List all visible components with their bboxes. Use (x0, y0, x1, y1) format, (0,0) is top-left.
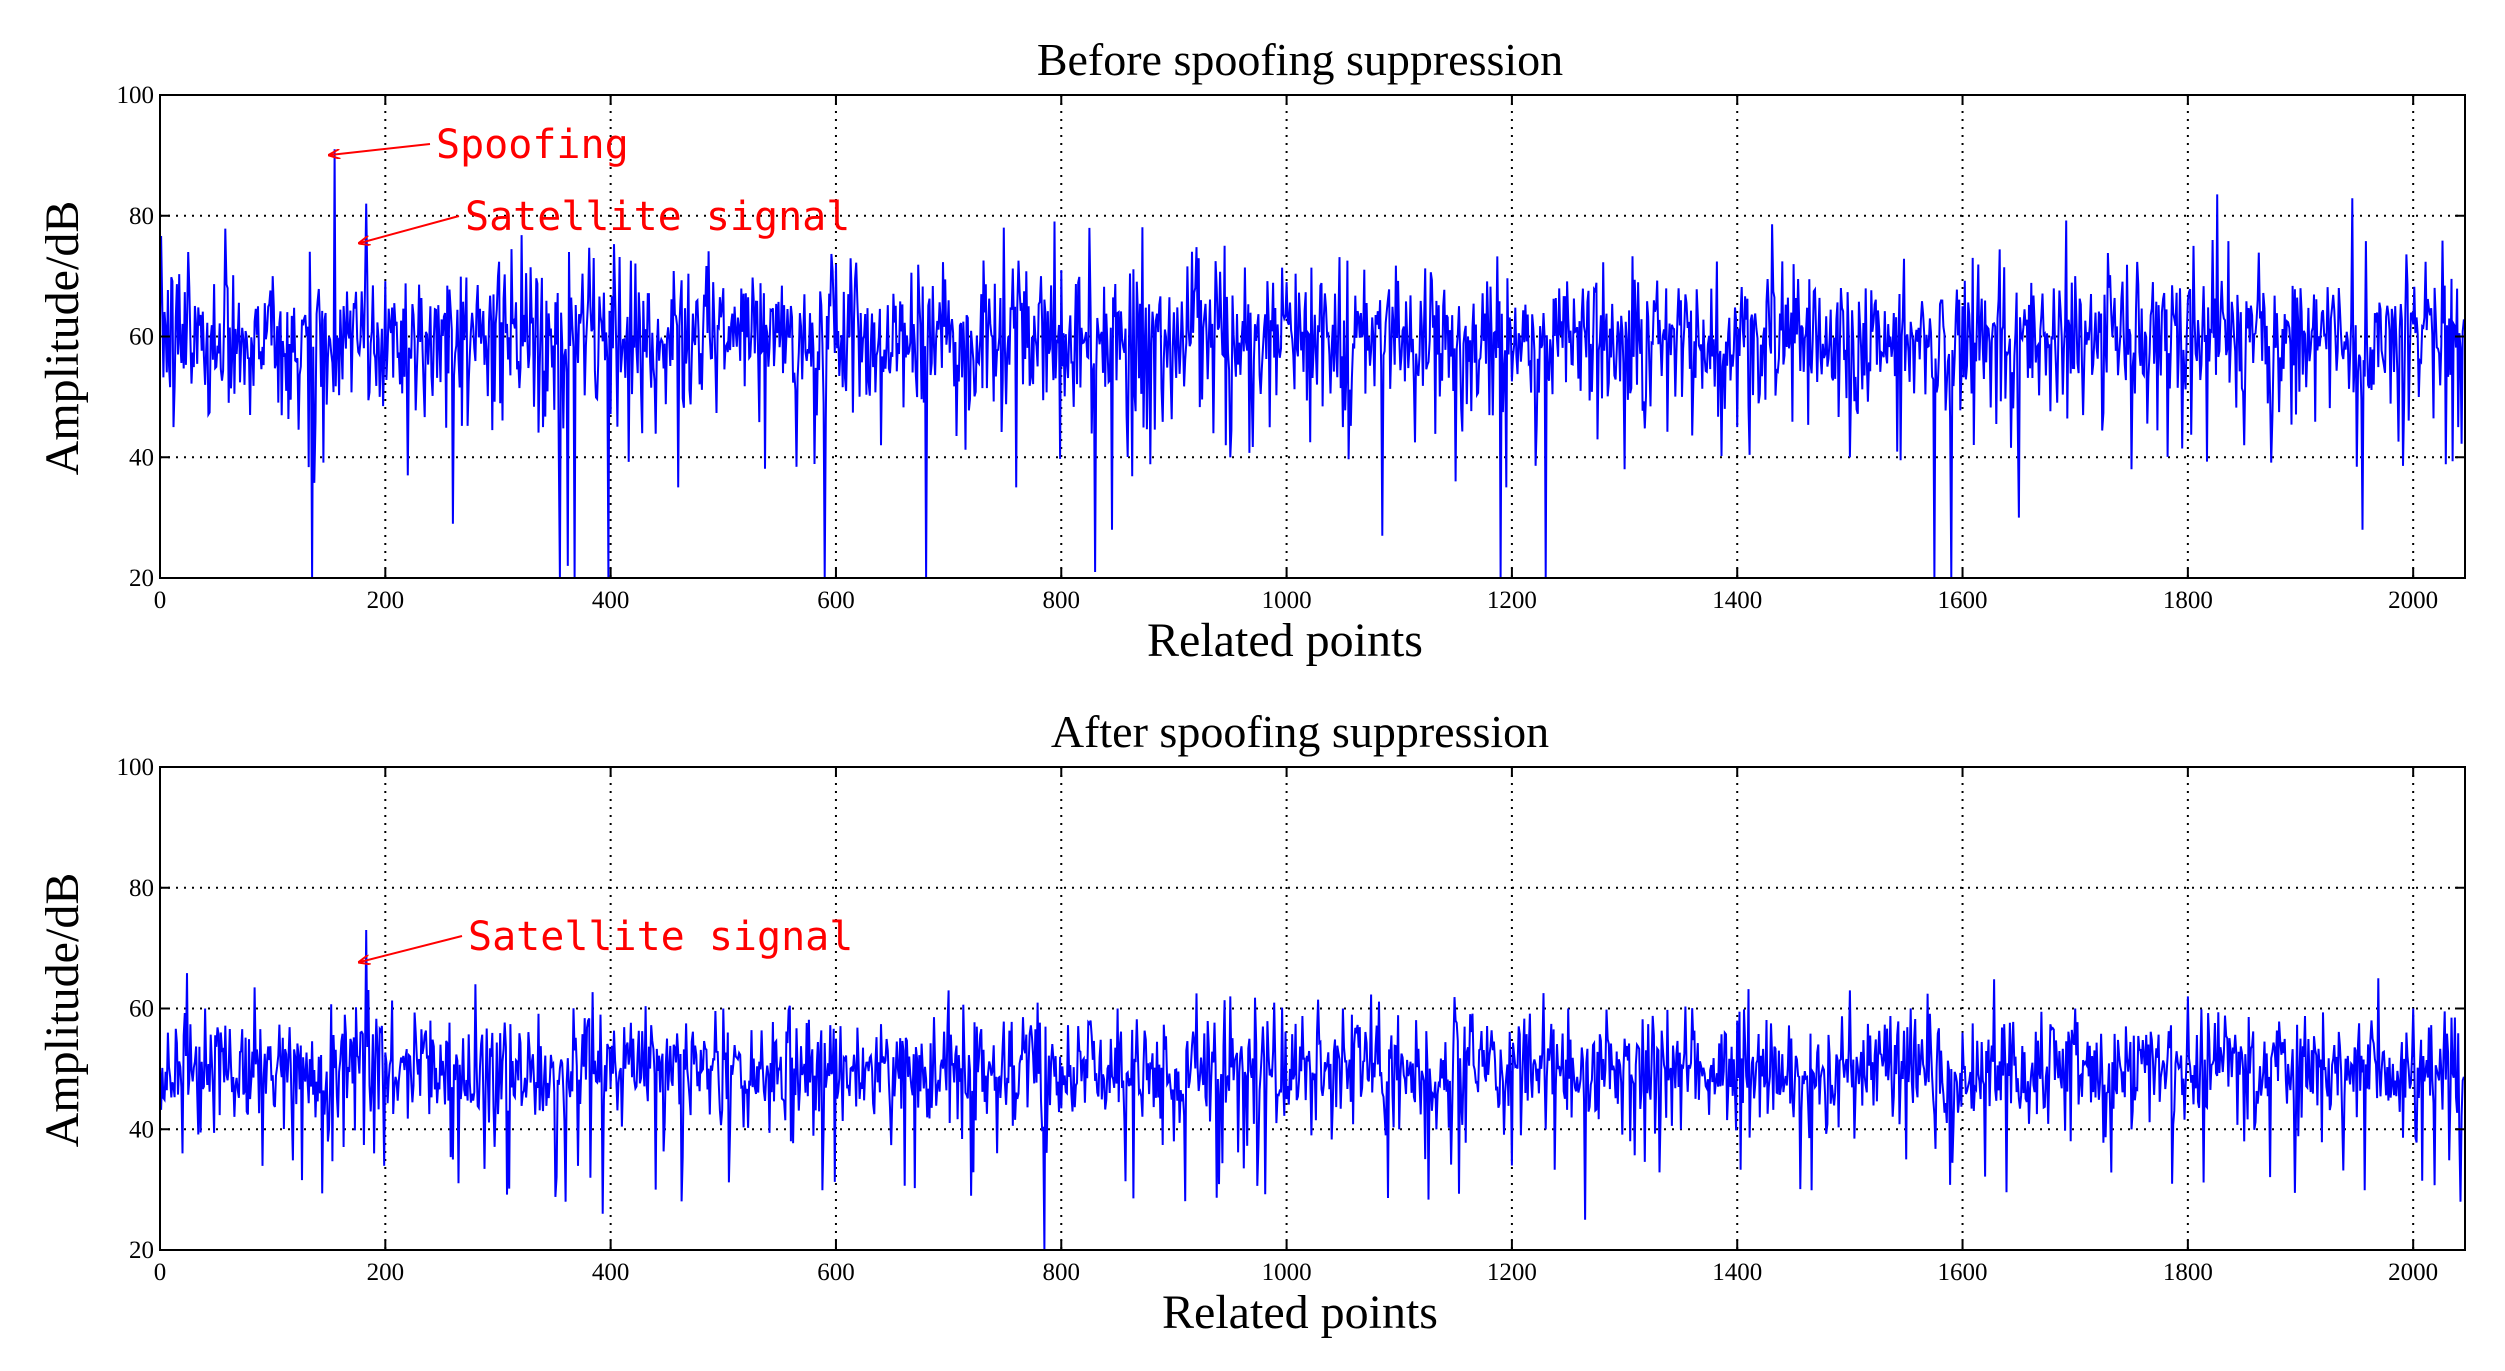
x-tick-label: 2000 (2388, 587, 2438, 614)
annotation-arrow (330, 143, 431, 155)
x-tick-label: 1200 (1487, 587, 1537, 614)
y-tick-label: 40 (129, 444, 154, 471)
x-tick-label: 1000 (1262, 587, 1312, 614)
data-line (159, 929, 2465, 1251)
y-axis-label: Amplitude/dB (36, 873, 89, 1148)
x-tick-label: 800 (1043, 1259, 1081, 1286)
x-tick-label: 1400 (1712, 1259, 1762, 1286)
data-line (159, 149, 2465, 579)
annotation-label: Satellite signal (465, 194, 850, 240)
series-line (159, 149, 2465, 579)
y-tick-label: 100 (117, 82, 155, 109)
x-tick-label: 2000 (2388, 1259, 2438, 1286)
y-tick-labels: 20 40 60 80 100 (117, 82, 2465, 592)
x-tick-label: 1800 (2163, 587, 2213, 614)
annotation-label: Spoofing (436, 122, 629, 168)
x-tick-label: 400 (592, 587, 630, 614)
chart-panel-after: After spoofing suppression 0 200 400 600 800… (36, 706, 2466, 1339)
annotations: Satellite signal (360, 914, 853, 962)
grid (160, 767, 2465, 1250)
series-line (159, 929, 2465, 1251)
x-tick-label: 600 (817, 587, 855, 614)
x-tick-label: 400 (592, 1259, 630, 1286)
x-tick-label: 1800 (2163, 1259, 2213, 1286)
x-tick-labels: 0 200 400 600 800 1000 1200 1400 1600 1800 2000 (154, 95, 2438, 614)
y-axis-label: Amplitude/dB (36, 201, 89, 476)
y-tick-label: 80 (129, 875, 154, 902)
annotation-arrow (360, 935, 463, 962)
x-tick-label: 1000 (1262, 1259, 1312, 1286)
y-tick-label: 20 (129, 565, 154, 592)
x-tick-label: 1600 (1938, 587, 1988, 614)
x-tick-labels: 0 200 400 600 800 1000 1200 1400 1600 1800 2000 (154, 767, 2438, 1286)
chart-title: Before spoofing suppression (1037, 34, 1563, 85)
x-axis-label: Related points (1147, 614, 1423, 667)
x-tick-label: 0 (154, 1259, 167, 1286)
y-tick-label: 20 (129, 1237, 154, 1264)
x-tick-label: 1400 (1712, 587, 1762, 614)
annotation-arrow (360, 215, 460, 243)
y-tick-label: 40 (129, 1116, 154, 1143)
y-tick-label: 60 (129, 996, 154, 1023)
y-tick-label: 100 (117, 754, 155, 781)
x-tick-label: 800 (1043, 587, 1081, 614)
annotation-label: Satellite signal (468, 914, 853, 960)
y-tick-label: 80 (129, 203, 154, 230)
chart-title: After spoofing suppression (1051, 706, 1549, 757)
x-tick-label: 600 (817, 1259, 855, 1286)
x-tick-label: 200 (367, 587, 405, 614)
annotations: Spoofing Satellite signal (330, 122, 850, 243)
chart-panel-before: Before spoofing suppression 0 200 400 600 80… (36, 34, 2466, 667)
x-axis-label: Related points (1162, 1286, 1438, 1339)
x-tick-label: 0 (154, 587, 167, 614)
x-tick-label: 200 (367, 1259, 405, 1286)
y-tick-label: 60 (129, 324, 154, 351)
x-tick-label: 1600 (1938, 1259, 1988, 1286)
y-tick-labels: 20 40 60 80 100 (117, 754, 2465, 1264)
x-tick-label: 1200 (1487, 1259, 1537, 1286)
